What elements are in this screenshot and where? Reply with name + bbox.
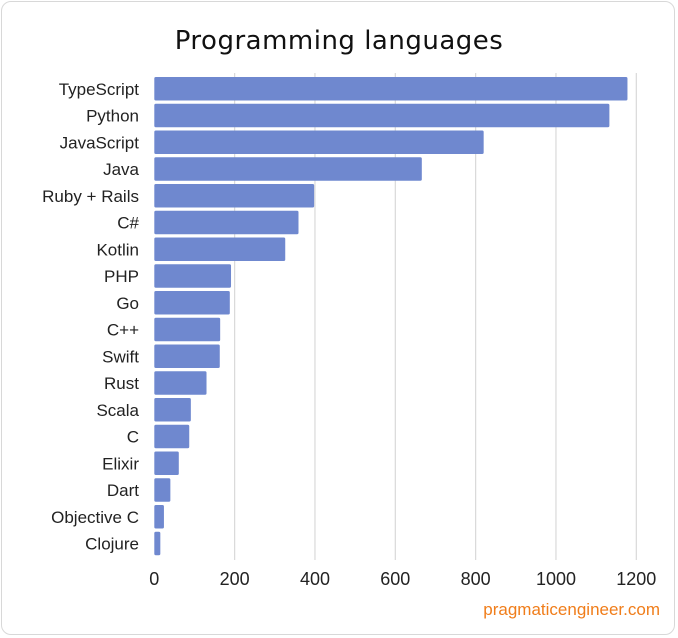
category-label: PHP <box>104 267 139 286</box>
bar-swift <box>154 344 220 368</box>
bar-c- <box>154 210 299 235</box>
category-label: Kotlin <box>96 240 139 259</box>
category-label: Go <box>116 294 139 313</box>
bar-typescript <box>154 77 628 101</box>
category-label: C <box>127 428 139 447</box>
bar-javascript <box>154 130 484 154</box>
category-label: Clojure <box>85 535 139 554</box>
category-label: C++ <box>107 321 139 340</box>
x-tick-label: 800 <box>461 569 491 589</box>
bar-ruby-rails <box>154 184 315 208</box>
bar-clojure <box>154 531 161 556</box>
category-label: Java <box>103 160 139 179</box>
bar-c- <box>154 317 221 342</box>
category-label: Rust <box>104 374 139 393</box>
x-tick-label: 600 <box>380 569 410 589</box>
bar-php <box>154 264 232 288</box>
category-label: Objective C <box>51 508 139 527</box>
category-label: JavaScript <box>60 133 140 152</box>
bar-go <box>154 291 230 315</box>
bar-scala <box>154 398 191 422</box>
category-label: C# <box>117 214 139 233</box>
bar-objective-c <box>154 505 164 529</box>
bar-java <box>154 157 422 181</box>
x-tick-label: 200 <box>220 569 250 589</box>
chart-title: Programming languages <box>174 26 504 56</box>
bar-elixir <box>154 451 179 475</box>
bar-dart <box>154 478 171 502</box>
category-label: Python <box>86 107 139 126</box>
x-tick-label: 0 <box>149 569 159 589</box>
category-label: Ruby + Rails <box>42 187 139 206</box>
bar-python <box>154 103 610 128</box>
category-label: Swift <box>102 347 139 366</box>
x-tick-label: 400 <box>300 569 330 589</box>
category-label: Dart <box>107 481 139 500</box>
category-label: Scala <box>96 401 139 420</box>
x-tick-label: 1200 <box>616 569 656 589</box>
category-label: Elixir <box>102 454 139 473</box>
watermark-credit: pragmaticengineer.com <box>483 600 660 619</box>
category-label: TypeScript <box>59 80 140 99</box>
bar-rust <box>154 371 207 395</box>
bar-c <box>154 424 190 449</box>
x-tick-label: 1000 <box>536 569 576 589</box>
bar-kotlin <box>154 237 286 261</box>
